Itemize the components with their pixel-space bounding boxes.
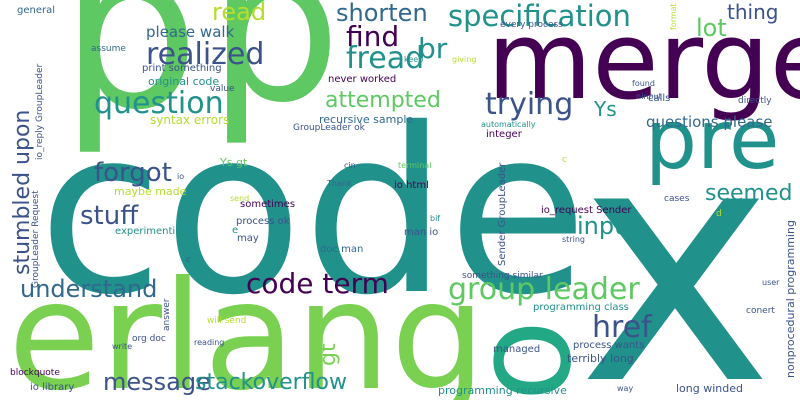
- word-io-request-sender: io_request Sender: [541, 205, 632, 216]
- word-conert: conert: [746, 306, 775, 316]
- word-way: way: [617, 384, 634, 393]
- word-found: found: [632, 79, 655, 88]
- word-value: value: [210, 84, 235, 94]
- word-assume: assume: [91, 44, 126, 54]
- word-fread: fread: [346, 41, 425, 76]
- word-io-library: io library: [30, 382, 75, 393]
- word-calls: calls: [648, 93, 671, 104]
- word-lot: lot: [696, 14, 727, 42]
- word-understand: understand: [20, 275, 158, 303]
- word-programming-class: programming class: [533, 302, 629, 313]
- word-stackoverflow: stackoverflow: [195, 370, 347, 395]
- word-nonprocedural-programming: nonprocedural programming: [784, 220, 797, 378]
- word-realized: realized: [146, 37, 265, 72]
- word-attempted: attempted: [325, 88, 441, 113]
- word-something-similar: something similar: [462, 271, 543, 281]
- word-experimenting: experimenting: [115, 226, 188, 237]
- word-directly: directly: [738, 96, 772, 106]
- word-maybe-made: maybe made: [114, 185, 187, 198]
- word-write: write: [112, 342, 133, 351]
- word-giving: giving: [452, 55, 477, 64]
- word-ys-gt: Ys gt: [220, 156, 248, 169]
- word-print-something: print something: [142, 63, 222, 74]
- word-io: io: [177, 172, 185, 181]
- word-input: input: [577, 212, 639, 240]
- word-blockquote: blockquote: [10, 368, 60, 378]
- word-find: find: [346, 20, 400, 53]
- word-recursive-sample: recursive sample: [319, 113, 414, 126]
- word-sender-groupleader: Sender GroupLeader: [497, 162, 508, 266]
- word-automatically: automatically: [481, 120, 536, 129]
- word-ys: Ys: [594, 97, 617, 121]
- word-terminal: terminal: [398, 161, 432, 170]
- word-io-reply-groupleader: io_reply GroupLeader: [35, 63, 45, 160]
- word-ninput: nInput: [636, 92, 662, 101]
- word-will-send: will send: [207, 316, 247, 326]
- word-x: x: [578, 73, 774, 400]
- word-p-left: p: [60, 0, 200, 158]
- word-read: read: [212, 0, 267, 26]
- word-every-process: every process: [500, 20, 563, 30]
- word-p-middle: p: [208, 0, 342, 149]
- word-format: format: [669, 3, 678, 30]
- word-syntax-errors: syntax errors: [150, 113, 230, 127]
- word-process-ok: process ok: [236, 216, 290, 227]
- word-general: general: [17, 5, 56, 16]
- word-c-2: c: [186, 255, 191, 264]
- word-string: string: [562, 235, 585, 244]
- word-bif: bif: [430, 214, 441, 223]
- word-thank: Thank: [327, 179, 352, 188]
- word-doc-man: doc man: [320, 244, 364, 255]
- word-user: user: [762, 278, 780, 287]
- word-gt: gt: [316, 343, 341, 366]
- word-managed: managed: [493, 344, 541, 355]
- word-group-leader: group leader: [448, 272, 640, 307]
- word-keep: keep: [404, 55, 424, 64]
- word-pre: pre: [645, 93, 780, 188]
- word-man-io: man io: [404, 227, 439, 238]
- word-cases: cases: [664, 194, 690, 204]
- word-process-wants: process wants: [573, 340, 645, 351]
- word-thing: thing: [727, 0, 779, 24]
- word-e: e: [232, 225, 239, 236]
- word-code: code: [38, 79, 588, 345]
- word-specification: specification: [448, 0, 631, 33]
- word-please-walk: please walk: [146, 23, 235, 41]
- word-io-html: io html: [394, 180, 429, 191]
- word-href: href: [592, 310, 652, 345]
- word-questions-please: questions please: [646, 113, 773, 131]
- word-shorten: shorten: [336, 0, 428, 27]
- word-cin: cin: [344, 161, 356, 170]
- word-sometimes: sometimes: [240, 199, 296, 210]
- word-original-code: original code: [148, 75, 220, 88]
- word-code-term: code term: [246, 267, 389, 300]
- word-seemed: seemed: [705, 181, 793, 206]
- word-answer: answer: [162, 298, 172, 331]
- word-stuff: stuff: [80, 201, 139, 231]
- word-forgot: forgot: [94, 158, 172, 188]
- word-long-winded: long winded: [676, 382, 743, 395]
- word-integer: integer: [486, 129, 522, 140]
- word-groupleader-ok: GroupLeader ok: [293, 123, 365, 133]
- word-send: send: [230, 194, 250, 203]
- word-message: message: [103, 368, 211, 396]
- word-erlang: erlang: [8, 250, 486, 400]
- word-c-1: c: [562, 155, 567, 165]
- word-merge: merge: [487, 0, 800, 124]
- word-never-worked: never worked: [328, 74, 397, 85]
- word-reading: reading: [194, 338, 225, 347]
- word-question: question: [94, 86, 224, 121]
- word-terribly-long: terribly long: [567, 352, 634, 365]
- word-groupleader-request: GroupLeader Request: [31, 190, 41, 288]
- word-programming-recursive: programming recursive: [438, 384, 567, 397]
- word-may: may: [237, 233, 259, 244]
- word-org-doc: org doc: [132, 334, 166, 344]
- word-trying: trying: [485, 87, 574, 122]
- word-br: br: [418, 32, 448, 65]
- word-d: d: [716, 209, 722, 219]
